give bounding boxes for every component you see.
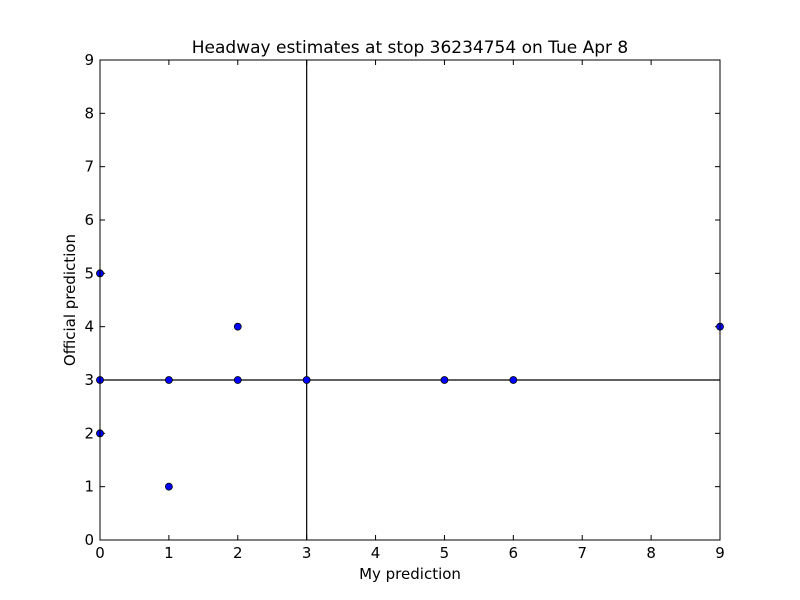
plot-frame bbox=[99, 59, 721, 541]
scatter-point bbox=[233, 376, 242, 384]
x-tick-label: 0 bbox=[95, 544, 105, 562]
y-tick-label: 8 bbox=[84, 104, 94, 122]
x-axis-label: My prediction bbox=[359, 565, 461, 583]
x-tick-label: 3 bbox=[302, 544, 312, 562]
x-tick-label: 5 bbox=[440, 544, 450, 562]
x-tick-label: 7 bbox=[577, 544, 587, 562]
x-tick-label: 8 bbox=[646, 544, 656, 562]
scatter-point bbox=[302, 376, 311, 384]
y-tick-label: 7 bbox=[84, 158, 94, 176]
x-tick-label: 1 bbox=[164, 544, 174, 562]
scatter-point bbox=[164, 482, 173, 491]
scatter-point bbox=[509, 376, 518, 384]
y-tick-label: 3 bbox=[84, 371, 94, 389]
x-tick-label: 9 bbox=[715, 544, 725, 562]
scatter-point bbox=[233, 322, 242, 331]
x-tick-label: 2 bbox=[233, 544, 243, 562]
x-tick-label: 6 bbox=[509, 544, 519, 562]
chart-title: Headway estimates at stop 36234754 on Tu… bbox=[192, 38, 629, 58]
y-axis-label: Official prediction bbox=[61, 234, 79, 366]
y-tick-label: 1 bbox=[84, 478, 94, 496]
axis-ticks: 0 1 2 3 4 5 6 7 8 9 0 1 2 3 4 5 6 7 8 9 bbox=[84, 51, 724, 562]
reference-lines bbox=[100, 60, 720, 540]
scatter-point bbox=[440, 376, 449, 384]
y-tick-label: 6 bbox=[84, 211, 94, 229]
y-tick-label: 0 bbox=[84, 531, 94, 549]
y-tick-label: 2 bbox=[84, 424, 94, 442]
y-tick-label: 9 bbox=[84, 51, 94, 69]
scatter-point bbox=[164, 376, 173, 384]
y-tick-label: 4 bbox=[84, 318, 94, 336]
y-tick-label: 5 bbox=[84, 264, 94, 282]
x-tick-label: 4 bbox=[371, 544, 381, 562]
